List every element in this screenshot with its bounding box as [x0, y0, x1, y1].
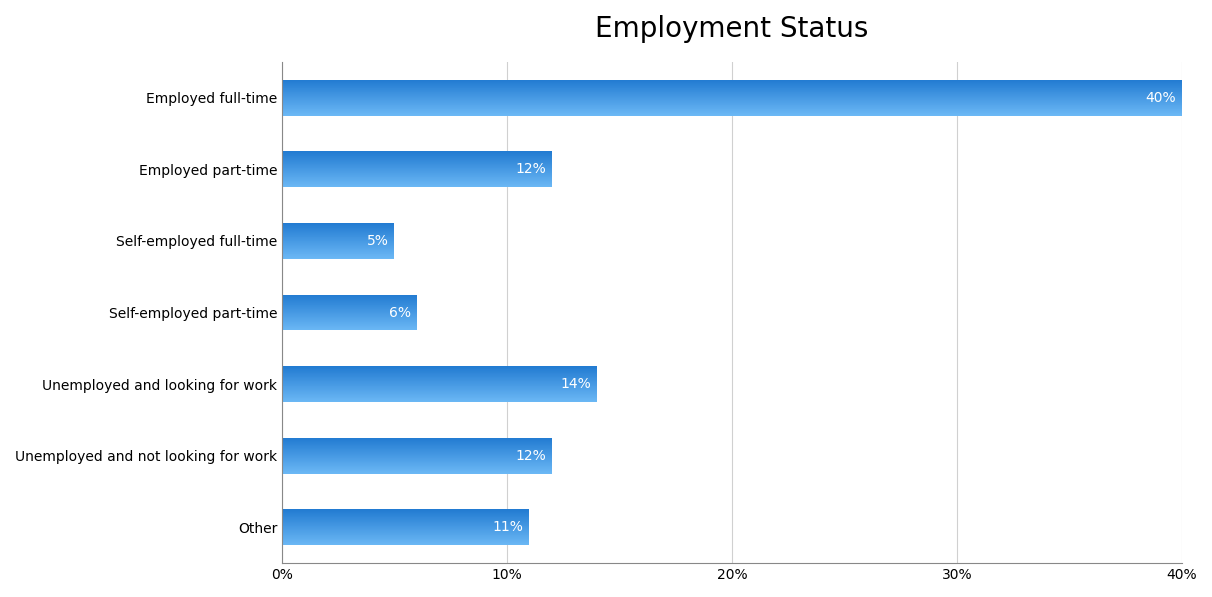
- Text: 40%: 40%: [1145, 91, 1176, 105]
- Text: 11%: 11%: [493, 521, 524, 534]
- Title: Employment Status: Employment Status: [595, 15, 869, 43]
- Text: 12%: 12%: [515, 162, 547, 176]
- Text: 6%: 6%: [389, 306, 411, 319]
- Text: 14%: 14%: [560, 377, 591, 391]
- Text: 5%: 5%: [367, 234, 389, 248]
- Text: 12%: 12%: [515, 449, 547, 463]
